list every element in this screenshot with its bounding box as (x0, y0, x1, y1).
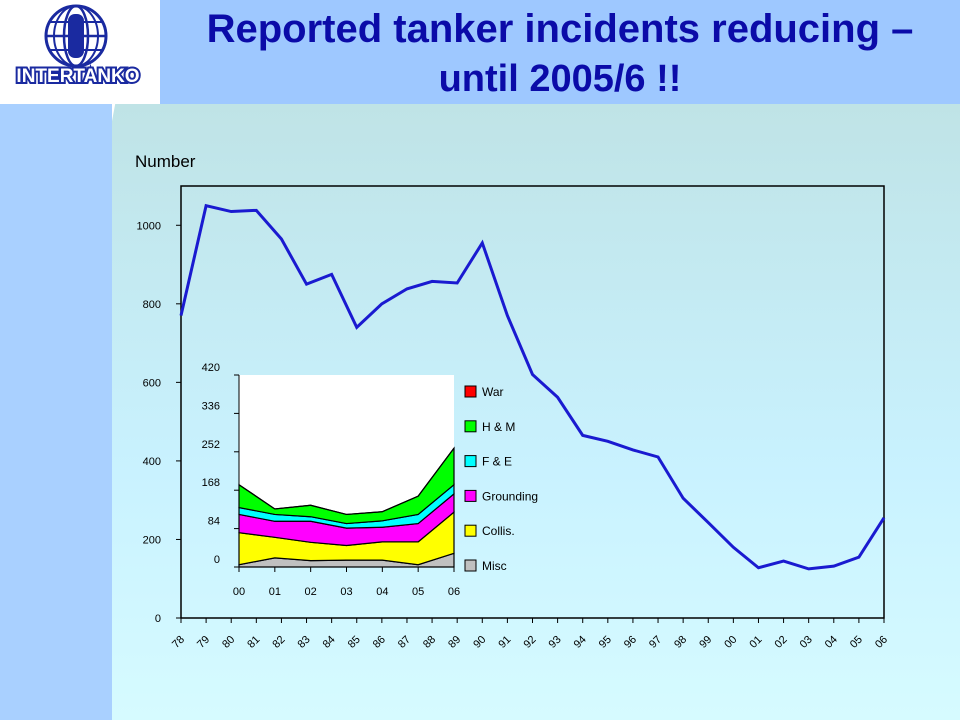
main-x-tick-label: 88 (421, 634, 438, 651)
main-x-tick-label: 99 (697, 634, 714, 651)
main-x-tick-label: 91 (496, 634, 513, 651)
main-y-tick-label: 200 (143, 534, 161, 546)
main-x-tick-label: 06 (873, 634, 890, 651)
inset-y-tick-label: 0 (214, 554, 220, 566)
intertanko-logo: INTERTANKO (0, 0, 160, 104)
main-x-tick-label: 00 (722, 634, 739, 651)
legend-label: H & M (482, 420, 515, 434)
legend-swatch (464, 559, 477, 572)
main-x-tick-label: 97 (647, 634, 664, 651)
inset-x-tick-label: 05 (412, 586, 424, 598)
slide-title: Reported tanker incidents reducing – unt… (160, 4, 960, 104)
main-x-tick-label: 80 (220, 634, 237, 651)
inset-x-tick-label: 04 (376, 586, 388, 598)
inset-area-war (238, 447, 455, 516)
main-x-tick-label: 83 (296, 634, 313, 651)
main-x-tick-label: 04 (823, 634, 840, 651)
globe-icon: INTERTANKO (14, 4, 142, 89)
title-line-2: until 2005/6 !! (438, 58, 682, 101)
legend-swatch (464, 489, 477, 502)
main-x-tick-label: 05 (848, 634, 865, 651)
legend-label: Collis. (482, 524, 515, 538)
legend-swatch (464, 524, 477, 537)
main-x-tick-label: 93 (547, 634, 564, 651)
title-line-1: Reported tanker incidents reducing – (206, 7, 914, 51)
main-x-tick-label: 01 (747, 634, 764, 651)
main-series-line (179, 203, 886, 571)
main-x-tick-label: 96 (622, 634, 639, 651)
main-y-tick-label: 600 (143, 377, 161, 389)
legend-label: War (482, 385, 504, 399)
main-x-tick-label: 78 (170, 634, 187, 651)
inset-x-tick-label: 02 (305, 586, 317, 598)
legend-swatch (464, 455, 477, 468)
left-band (0, 104, 112, 720)
main-x-tick-label: 84 (321, 634, 338, 651)
main-y-tick-label: 1000 (137, 220, 161, 232)
main-y-tick-label: 800 (143, 299, 161, 311)
inset-y-tick-label: 84 (208, 516, 220, 528)
inset-x-tick-label: 01 (269, 586, 281, 598)
main-x-tick-label: 85 (346, 634, 363, 651)
main-x-tick-label: 95 (597, 634, 614, 651)
inset-x-tick-label: 03 (340, 586, 352, 598)
inset-y-tick-label: 168 (202, 477, 220, 489)
legend-label: F & E (482, 455, 512, 469)
main-y-tick-label: 400 (143, 456, 161, 468)
main-x-tick-label: 82 (270, 634, 287, 651)
title-band (160, 0, 960, 104)
logo-text: INTERTANKO (16, 66, 139, 87)
legend-swatch (464, 385, 477, 398)
legend-swatch (464, 420, 477, 433)
main-x-tick-label: 92 (521, 634, 538, 651)
main-x-tick-label: 89 (446, 634, 463, 651)
inset-y-tick-label: 252 (202, 439, 220, 451)
main-x-tick-label: 94 (572, 634, 589, 651)
main-x-tick-label: 87 (396, 634, 413, 651)
legend-label: Grounding (482, 489, 538, 503)
main-x-tick-label: 02 (773, 634, 790, 651)
main-x-tick-label: 81 (245, 634, 262, 651)
inset-x-tick-label: 00 (233, 586, 245, 598)
main-x-tick-label: 90 (471, 634, 488, 651)
inset-x-tick-label: 06 (448, 586, 460, 598)
inset-y-tick-label: 420 (202, 362, 220, 374)
inset-y-tick-label: 336 (202, 400, 220, 412)
main-x-tick-label: 03 (798, 634, 815, 651)
main-x-tick-label: 79 (195, 634, 212, 651)
legend-label: Misc (482, 559, 507, 573)
main-y-axis-label: Number (135, 152, 196, 171)
main-x-tick-label: 86 (371, 634, 388, 651)
main-x-tick-label: 98 (672, 634, 689, 651)
main-y-tick-label: 0 (155, 613, 161, 625)
